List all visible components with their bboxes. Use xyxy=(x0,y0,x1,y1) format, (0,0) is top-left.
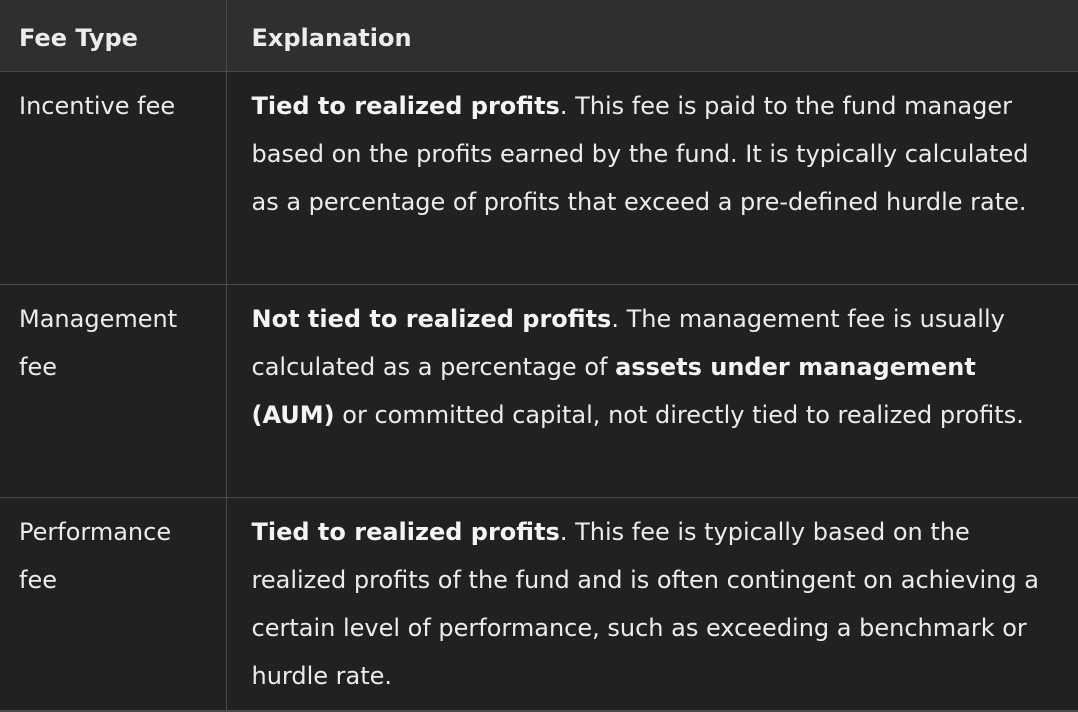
explanation-text: or committed capital, not directly tied … xyxy=(334,401,1024,429)
explanation-text: . This fee is typically based on the rea… xyxy=(251,518,1039,690)
bold-phrase: Tied to realized profits xyxy=(251,92,560,120)
fee-type-cell: Incentive fee xyxy=(0,71,227,285)
table-header-row: Fee Type Explanation xyxy=(0,0,1078,72)
header-fee-type: Fee Type xyxy=(0,0,227,72)
explanation-text: . The management fee is usually calculat… xyxy=(251,305,1005,381)
bold-phrase: assets under management (AUM) xyxy=(251,353,976,429)
fee-type-cell: Performance fee xyxy=(0,497,227,712)
explanation-cell: Tied to realized profits. This fee is ty… xyxy=(226,497,1078,712)
table-row: Management fee Not tied to realized prof… xyxy=(0,284,1078,498)
header-explanation: Explanation xyxy=(226,0,1078,72)
explanation-text: . This fee is paid to the fund manager b… xyxy=(251,92,1029,216)
table-row: Incentive fee Tied to realized profits. … xyxy=(0,71,1078,285)
fee-type-cell: Management fee xyxy=(0,284,227,498)
bold-phrase: Not tied to realized profits xyxy=(251,305,612,333)
explanation-cell: Tied to realized profits. This fee is pa… xyxy=(226,71,1078,285)
bold-phrase: Tied to realized profits xyxy=(251,518,560,546)
explanation-cell: Not tied to realized profits. The manage… xyxy=(226,284,1078,498)
table-row: Performance fee Tied to realized profits… xyxy=(0,497,1078,712)
